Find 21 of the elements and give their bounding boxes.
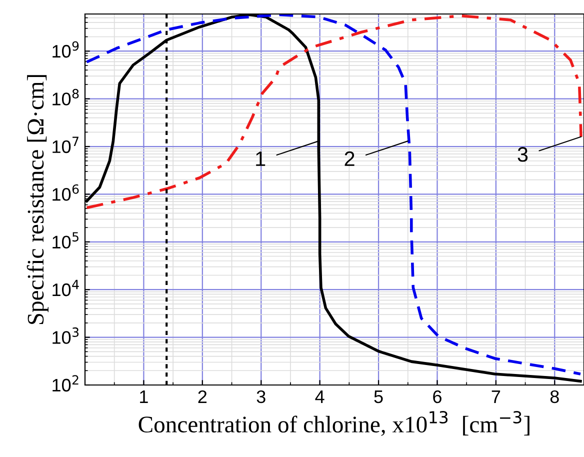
y-axis-title: Specific resistance [Ω·cm] [26,75,48,324]
x-tick-label: 8 [550,390,559,404]
x-tick-label: 2 [198,390,207,403]
annotation: 1 [256,152,266,166]
annotation: 2 [344,151,354,166]
x-tick-label: 6 [433,390,442,404]
y-tick-label: 10$^{6}$ [52,184,79,201]
x-tick-label: 5 [374,390,383,404]
x-tick-label: 7 [492,390,500,403]
y-tick-label: 10$^{8}$ [52,88,79,106]
x-tick-label: 3 [256,390,266,404]
y-tick-label: 10$^{4}$ [52,280,79,296]
annotation: 3 [518,147,528,162]
x-axis-title: Concentration of chlorine, x10$^{13}$ [cm$^{−3}$] [138,410,530,436]
y-tick-label: 10$^{2}$ [52,375,78,392]
y-tick-label: 10$^{3}$ [52,327,79,344]
y-tick-label: 10$^{7}$ [52,136,78,154]
y-tick-label: 10$^{5}$ [52,232,78,249]
x-tick-label: 1 [140,390,148,403]
y-tick-label: 10$^{9}$ [52,41,79,58]
x-tick-label: 4 [315,390,324,403]
